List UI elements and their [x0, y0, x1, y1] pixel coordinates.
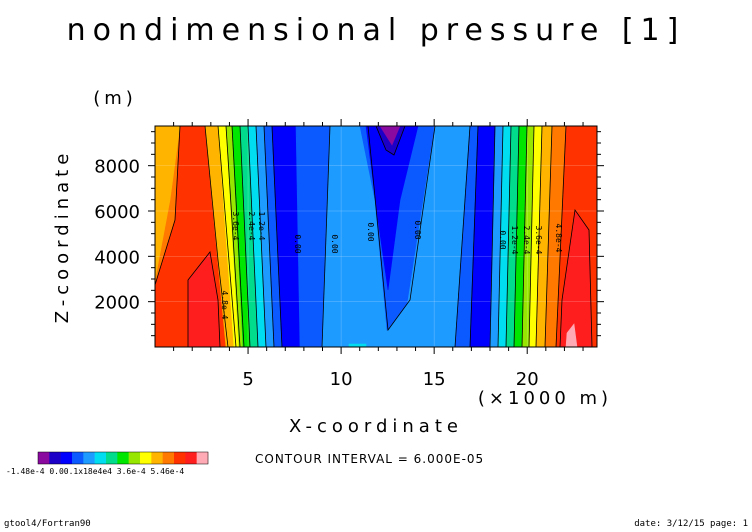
contour-line [225, 125, 241, 348]
contour-label: 4.8e-4 [220, 291, 229, 320]
contour-line [544, 125, 553, 348]
colorbar-swatch [151, 452, 163, 464]
contour-labels: 3.6e-4 2.4e-4 1.2e-40.00 0.000.00 0.000.00 1.… [220, 212, 563, 320]
y-tick-label: 8000 [94, 157, 140, 178]
contour-line [559, 208, 593, 348]
x-tick-label: 5 [242, 369, 253, 390]
contour-line [513, 125, 520, 348]
colorbar-swatch [162, 452, 175, 464]
colorbar-swatch [174, 452, 186, 464]
colorbar-swatch [38, 452, 50, 464]
x-tick-label: 15 [423, 369, 446, 390]
colorbar-swatch [83, 452, 95, 464]
contour-line [321, 125, 331, 348]
x-tick-label: 20 [516, 369, 539, 390]
chart-title: nondimensional pressure [1] [67, 13, 686, 48]
contour-label: 0.00 [330, 234, 339, 253]
colorbar-swatch [117, 452, 129, 464]
contour-label: 3.6e-4 [534, 226, 543, 255]
axis-ticks: 5 10 15 20 2000 4000 6000 8000 [94, 119, 604, 390]
contour-line [497, 125, 504, 348]
contour-label: 4.8e-4 [554, 224, 563, 253]
contour-label: 0.00 [366, 222, 375, 241]
contour-line [375, 125, 406, 156]
contour-label: 3.6e-4 [231, 212, 240, 241]
contour-line [505, 125, 512, 348]
x-axis-unit: (×1000 m) [478, 388, 612, 409]
contour-label: 0.00 [293, 234, 302, 253]
colorbar-swatch [106, 452, 118, 464]
contour-line [271, 125, 283, 348]
contour-line [454, 125, 471, 348]
contour-label: 0.00 [498, 230, 507, 249]
contour-label: 0.00 [413, 220, 422, 239]
contour-lines [154, 125, 593, 348]
contour-line [528, 125, 535, 348]
contour-line [239, 125, 251, 348]
x-tick-label: 10 [330, 369, 353, 390]
colorbar-swatch [196, 452, 209, 464]
footer-right-text: date: 3/12/15 page: 1 [634, 519, 748, 529]
y-tick-label: 4000 [94, 247, 140, 268]
contour-line [535, 125, 543, 348]
contour-label: 1.2e-4 [510, 226, 519, 255]
contour-interval-text: CONTOUR INTERVAL = 6.000E-05 [255, 452, 484, 466]
y-tick-label: 2000 [94, 293, 140, 314]
colorbar [37, 451, 209, 465]
contour-line [247, 125, 259, 348]
plot-frame [154, 125, 598, 348]
y-axis-label: Z-coordinate [52, 149, 73, 324]
contour-line [217, 125, 237, 348]
colorbar-tick-labels: -1.48e-4 0.00.1x18e4e4 3.6e-4 5.46e-4 [6, 467, 184, 476]
colorbar-frame [37, 451, 209, 465]
contour-line [154, 125, 181, 286]
contour-line [231, 125, 245, 348]
contour-line [367, 125, 436, 332]
colorbar-swatch [72, 452, 84, 464]
contour-plot-area [154, 125, 598, 348]
contour-line [521, 125, 528, 348]
x-axis-label: X-coordinate [289, 416, 463, 437]
colorbar-swatch [60, 452, 73, 464]
contour-line [555, 125, 567, 348]
contour-line [255, 125, 267, 348]
contour-label: 1.2e-4 [257, 212, 266, 241]
contour-line [263, 125, 275, 348]
footer-left-text: gtool4/Fortran90 [4, 519, 91, 529]
y-tick-label: 6000 [94, 202, 140, 223]
colorbar-swatch [49, 452, 61, 464]
contour-label: 2.4e-4 [247, 212, 256, 241]
contour-line [489, 125, 496, 348]
contour-label: 2.4e-4 [522, 226, 531, 255]
colorbar-swatch [94, 452, 107, 464]
contour-line [204, 125, 229, 348]
colorbar-swatch [140, 452, 152, 464]
colorbar-swatch [128, 452, 141, 464]
contour-line [469, 125, 479, 348]
colorbar-swatch [185, 452, 197, 464]
y-axis-unit: (m) [93, 88, 137, 109]
contour-line [187, 251, 221, 348]
